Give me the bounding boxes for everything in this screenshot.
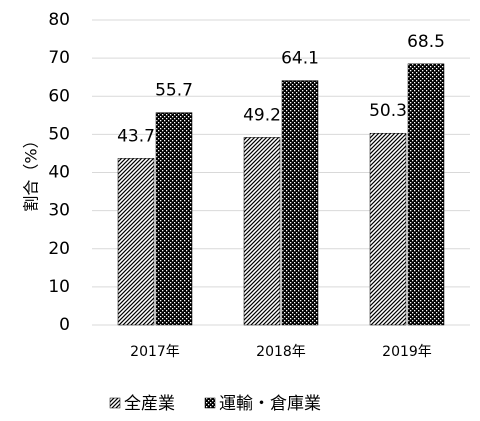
legend-swatch: [109, 397, 121, 409]
bar: [155, 112, 193, 326]
legend-swatch: [204, 397, 216, 409]
y-tick-label: 80: [48, 10, 70, 30]
y-tick-label: 0: [59, 315, 70, 335]
legend-label: 全産業: [124, 394, 175, 414]
y-tick-label: 30: [48, 201, 70, 221]
bar: [407, 63, 445, 326]
y-tick-label: 50: [48, 124, 70, 144]
y-tick-label: 60: [48, 86, 70, 106]
y-tick-label: 20: [48, 239, 70, 259]
bar: [117, 158, 155, 326]
x-tick-label: 2017年: [130, 344, 180, 360]
value-label: 64.1: [281, 49, 319, 69]
bar: [369, 132, 407, 326]
y-tick-label: 70: [48, 48, 70, 68]
value-label: 55.7: [155, 81, 193, 101]
legend-label: 運輸・倉庫業: [219, 394, 321, 414]
y-axis-title: 割合（%）: [22, 132, 41, 211]
x-tick-label: 2018年: [256, 344, 306, 360]
value-label: 49.2: [243, 105, 281, 125]
y-tick-label: 10: [48, 277, 70, 297]
x-tick-label: 2019年: [382, 344, 432, 360]
bar: [243, 137, 281, 326]
value-label: 43.7: [117, 126, 155, 146]
bar: [281, 80, 319, 326]
value-label: 68.5: [407, 32, 445, 52]
value-label: 50.3: [369, 101, 407, 121]
y-tick-label: 40: [48, 163, 70, 183]
